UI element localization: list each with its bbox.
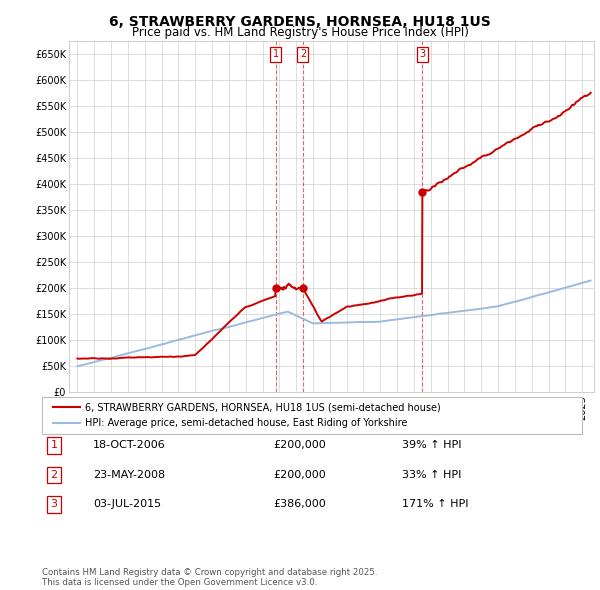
Text: 03-JUL-2015: 03-JUL-2015 — [93, 500, 161, 509]
Text: Price paid vs. HM Land Registry's House Price Index (HPI): Price paid vs. HM Land Registry's House … — [131, 26, 469, 39]
Text: £200,000: £200,000 — [274, 441, 326, 450]
Text: 33% ↑ HPI: 33% ↑ HPI — [402, 470, 461, 480]
Text: 1: 1 — [273, 50, 279, 60]
Text: HPI: Average price, semi-detached house, East Riding of Yorkshire: HPI: Average price, semi-detached house,… — [85, 418, 407, 428]
Text: 2: 2 — [300, 50, 306, 60]
FancyBboxPatch shape — [42, 397, 582, 434]
Text: Contains HM Land Registry data © Crown copyright and database right 2025.
This d: Contains HM Land Registry data © Crown c… — [42, 568, 377, 587]
Text: 3: 3 — [419, 50, 425, 60]
Text: £386,000: £386,000 — [274, 500, 326, 509]
Text: 3: 3 — [50, 500, 58, 509]
Text: 2: 2 — [50, 470, 58, 480]
Text: £200,000: £200,000 — [274, 470, 326, 480]
Text: 18-OCT-2006: 18-OCT-2006 — [93, 441, 166, 450]
Text: 23-MAY-2008: 23-MAY-2008 — [93, 470, 165, 480]
Text: 39% ↑ HPI: 39% ↑ HPI — [402, 441, 461, 450]
Text: 1: 1 — [50, 441, 58, 450]
Text: 6, STRAWBERRY GARDENS, HORNSEA, HU18 1US (semi-detached house): 6, STRAWBERRY GARDENS, HORNSEA, HU18 1US… — [85, 402, 441, 412]
Text: 6, STRAWBERRY GARDENS, HORNSEA, HU18 1US: 6, STRAWBERRY GARDENS, HORNSEA, HU18 1US — [109, 15, 491, 29]
Text: 171% ↑ HPI: 171% ↑ HPI — [402, 500, 469, 509]
